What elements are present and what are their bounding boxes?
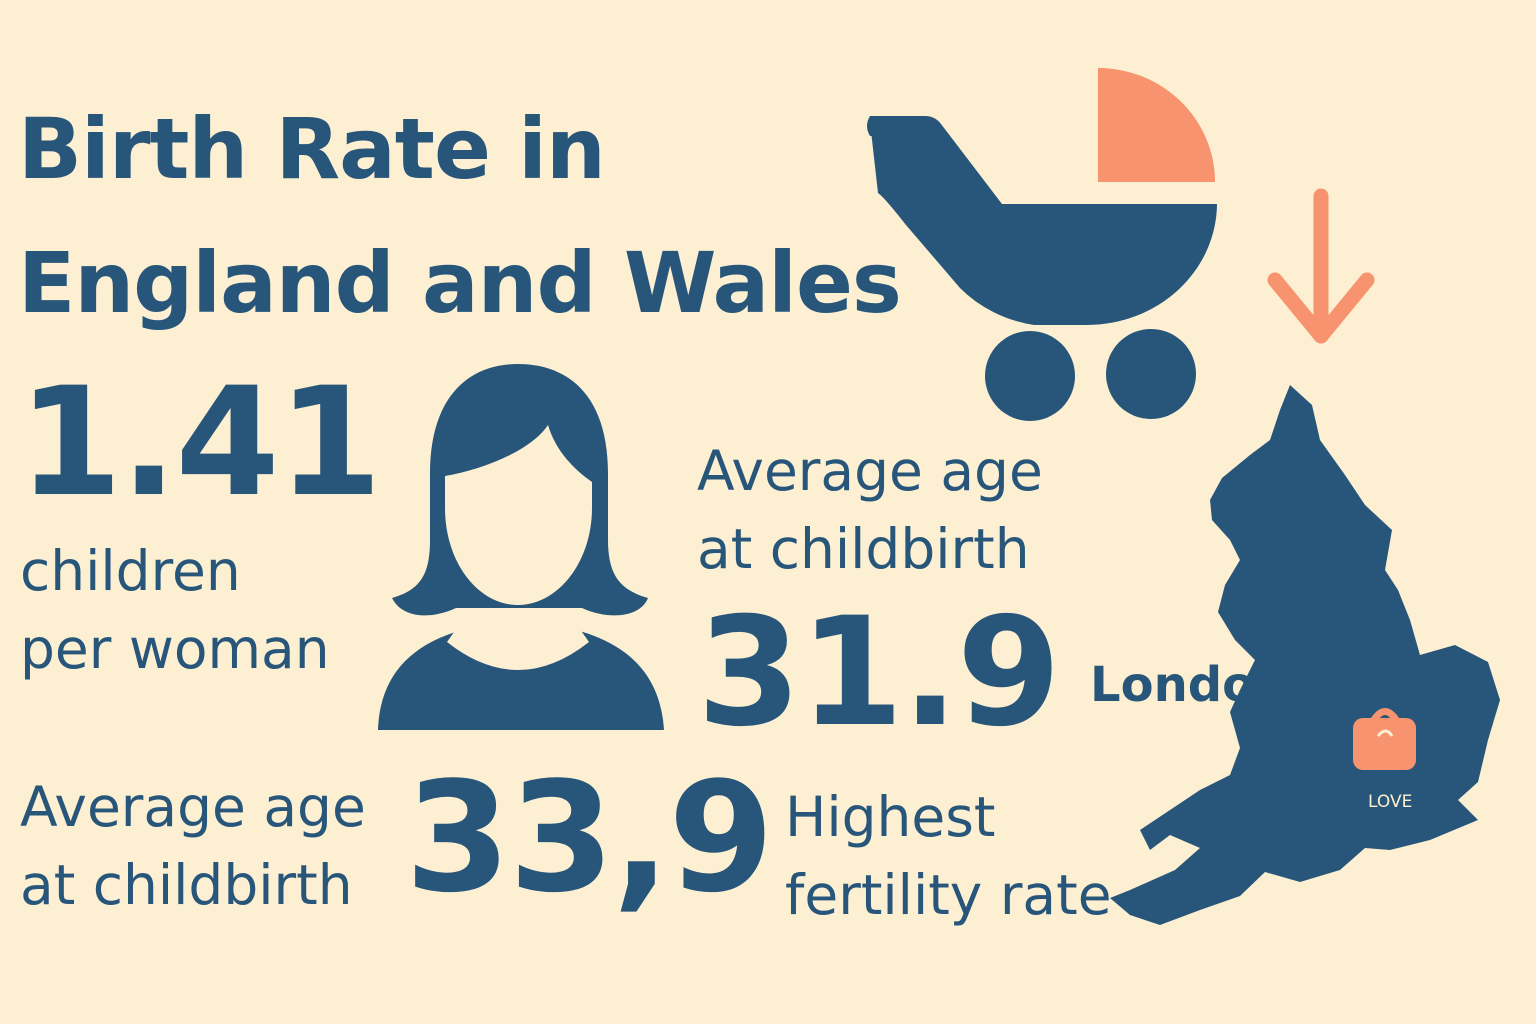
- title-line-1: Birth Rate in: [18, 100, 606, 198]
- fertility-value: 1.41: [18, 356, 382, 530]
- location-marker-icon: [1353, 708, 1416, 770]
- title-line-2: England and Wales: [18, 234, 902, 332]
- woman-icon: [378, 364, 664, 730]
- fertility-label-line-2: per woman: [20, 617, 330, 681]
- avg-age-label-1-line-1: Average age: [697, 439, 1043, 503]
- avg-age-label-2: Average age at childbirth: [20, 768, 410, 924]
- highest-fertility-label-line-2: fertility rate: [785, 863, 1112, 927]
- down-arrow-icon: [1267, 188, 1375, 344]
- avg-age-value-1: 31.9: [697, 586, 1061, 760]
- avg-age-value-2: 33,9: [405, 749, 774, 926]
- page-title: Birth Rate in England and Wales: [18, 82, 1018, 350]
- map-city-label: London: [1090, 657, 1290, 713]
- fertility-label-line-1: children: [20, 539, 241, 603]
- avg-age-label-2-line-1: Average age: [20, 775, 366, 839]
- map-marker-label: LOVE: [1368, 792, 1413, 812]
- fertility-label: children per woman: [20, 532, 380, 688]
- avg-age-label-1-line-2: at childbirth: [697, 517, 1030, 581]
- avg-age-label-1: Average age at childbirth: [697, 432, 1077, 588]
- england-map-icon: [1110, 385, 1500, 925]
- stroller-icon: [867, 68, 1217, 421]
- avg-age-label-2-line-2: at childbirth: [20, 853, 353, 917]
- highest-fertility-label: Highest fertility rate: [785, 778, 1165, 934]
- highest-fertility-label-line-1: Highest: [785, 785, 996, 849]
